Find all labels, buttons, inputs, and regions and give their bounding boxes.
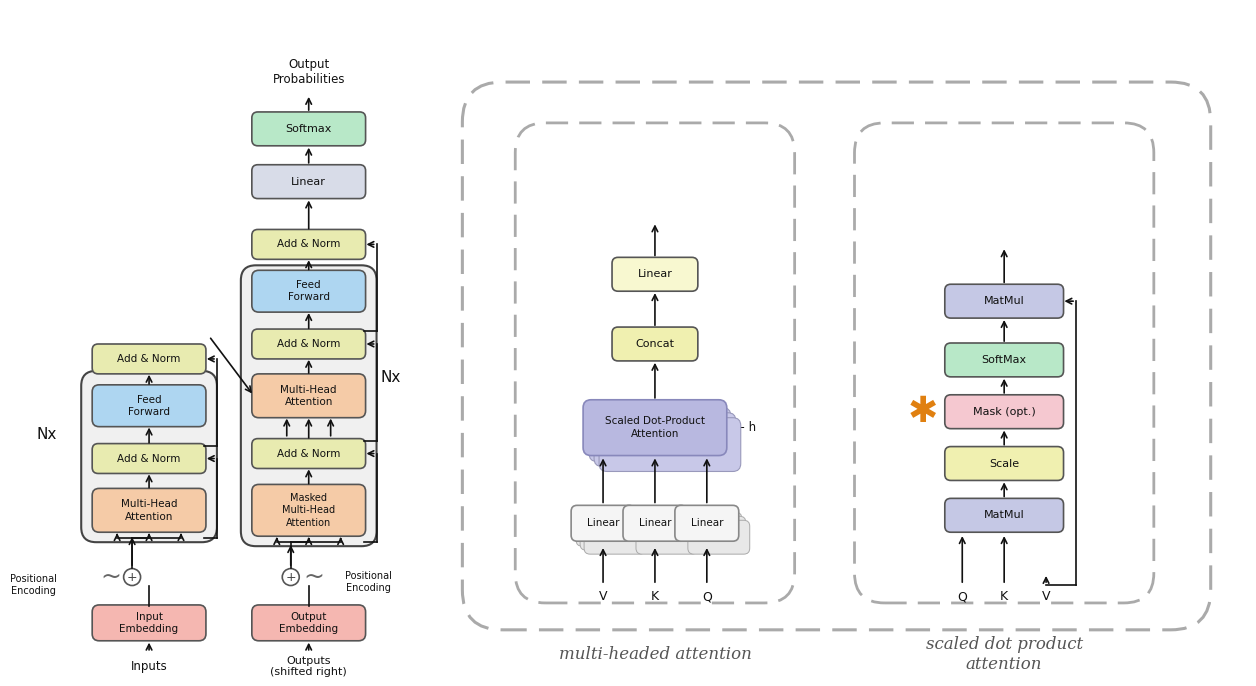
FancyBboxPatch shape <box>674 506 739 541</box>
Text: Linear: Linear <box>639 518 671 528</box>
Text: Nx: Nx <box>36 427 57 442</box>
FancyBboxPatch shape <box>92 488 206 532</box>
FancyBboxPatch shape <box>628 512 690 546</box>
Text: K: K <box>1000 591 1009 604</box>
Text: Linear: Linear <box>291 177 327 187</box>
FancyBboxPatch shape <box>252 438 365 469</box>
Text: Add & Norm: Add & Norm <box>278 239 340 250</box>
FancyBboxPatch shape <box>252 112 365 146</box>
Text: Positional
Encoding: Positional Encoding <box>10 574 57 596</box>
Text: Concat: Concat <box>636 339 674 349</box>
Text: Linear: Linear <box>638 270 672 279</box>
FancyBboxPatch shape <box>945 343 1064 377</box>
FancyBboxPatch shape <box>462 82 1211 630</box>
Text: Q: Q <box>702 591 712 604</box>
FancyBboxPatch shape <box>612 327 698 361</box>
FancyBboxPatch shape <box>636 520 698 554</box>
Text: ~: ~ <box>303 565 324 589</box>
FancyBboxPatch shape <box>945 498 1064 532</box>
FancyBboxPatch shape <box>92 344 206 374</box>
Text: Inputs: Inputs <box>131 660 167 673</box>
Text: +: + <box>285 571 296 584</box>
Text: Feed
Forward: Feed Forward <box>128 394 170 417</box>
FancyBboxPatch shape <box>594 413 736 466</box>
Text: Masked
Multi-Head
Attention: Masked Multi-Head Attention <box>283 493 335 528</box>
FancyBboxPatch shape <box>632 517 693 550</box>
FancyBboxPatch shape <box>945 447 1064 480</box>
Text: Output
Probabilities: Output Probabilities <box>273 58 345 86</box>
Text: Nx: Nx <box>381 370 401 385</box>
FancyBboxPatch shape <box>688 520 750 554</box>
FancyBboxPatch shape <box>945 284 1064 318</box>
Text: Feed
Forward: Feed Forward <box>288 280 330 303</box>
Text: ~: ~ <box>100 565 122 589</box>
FancyBboxPatch shape <box>589 407 731 462</box>
Text: Add & Norm: Add & Norm <box>278 339 340 349</box>
Text: scaled dot product
attention: scaled dot product attention <box>926 637 1083 673</box>
FancyBboxPatch shape <box>854 123 1154 603</box>
FancyBboxPatch shape <box>92 605 206 641</box>
Text: ← h: ← h <box>735 421 756 434</box>
FancyBboxPatch shape <box>252 229 365 259</box>
FancyBboxPatch shape <box>252 605 365 641</box>
Text: Output
Embedding: Output Embedding <box>279 612 338 634</box>
Text: V: V <box>1041 591 1050 604</box>
FancyBboxPatch shape <box>580 517 642 550</box>
Text: +: + <box>127 571 137 584</box>
Text: Multi-Head
Attention: Multi-Head Attention <box>280 385 337 407</box>
Text: Softmax: Softmax <box>285 124 332 134</box>
Text: multi-headed attention: multi-headed attention <box>559 646 751 663</box>
Text: Scaled Dot-Product
Attention: Scaled Dot-Product Attention <box>605 416 705 439</box>
Text: Q: Q <box>957 591 967 604</box>
Text: Linear: Linear <box>691 518 723 528</box>
Text: SoftMax: SoftMax <box>982 355 1026 365</box>
FancyBboxPatch shape <box>683 517 746 550</box>
Text: K: K <box>651 591 659 604</box>
FancyBboxPatch shape <box>945 394 1064 429</box>
FancyBboxPatch shape <box>252 329 365 359</box>
FancyBboxPatch shape <box>612 257 698 292</box>
Text: ✱: ✱ <box>907 394 937 429</box>
Text: Linear: Linear <box>587 518 619 528</box>
FancyBboxPatch shape <box>92 444 206 473</box>
FancyBboxPatch shape <box>571 506 636 541</box>
FancyBboxPatch shape <box>252 484 365 536</box>
FancyBboxPatch shape <box>252 374 365 418</box>
Text: Input
Embedding: Input Embedding <box>119 612 178 634</box>
FancyBboxPatch shape <box>679 512 742 546</box>
FancyBboxPatch shape <box>583 400 727 456</box>
Text: MatMul: MatMul <box>983 510 1025 520</box>
Text: V: V <box>599 591 608 604</box>
FancyBboxPatch shape <box>241 265 377 546</box>
FancyBboxPatch shape <box>623 506 687 541</box>
FancyBboxPatch shape <box>577 512 638 546</box>
FancyBboxPatch shape <box>252 165 365 198</box>
Text: Outputs
(shifted right): Outputs (shifted right) <box>270 656 347 678</box>
Text: Scale: Scale <box>990 458 1019 469</box>
Text: Mask (opt.): Mask (opt.) <box>973 407 1035 416</box>
Text: Multi-Head
Attention: Multi-Head Attention <box>121 499 177 521</box>
FancyBboxPatch shape <box>92 385 206 427</box>
Text: MatMul: MatMul <box>983 296 1025 306</box>
FancyBboxPatch shape <box>82 371 217 542</box>
FancyBboxPatch shape <box>515 123 795 603</box>
Text: Add & Norm: Add & Norm <box>117 453 181 464</box>
Text: Add & Norm: Add & Norm <box>117 354 181 364</box>
Text: Add & Norm: Add & Norm <box>278 449 340 458</box>
FancyBboxPatch shape <box>252 270 365 312</box>
FancyBboxPatch shape <box>599 418 741 471</box>
Text: Positional
Encoding: Positional Encoding <box>345 571 392 593</box>
FancyBboxPatch shape <box>584 520 646 554</box>
